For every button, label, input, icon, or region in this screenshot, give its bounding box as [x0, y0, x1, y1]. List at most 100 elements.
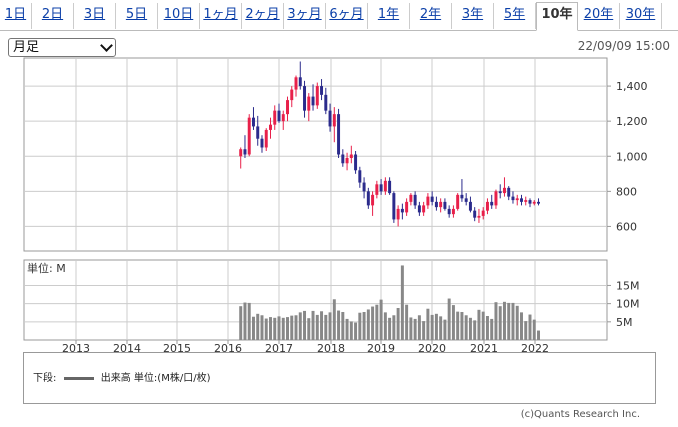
tab-label: 3ヶ月: [287, 7, 322, 22]
tab-label: 1ヶ月: [203, 7, 238, 22]
candle-body: [451, 208, 455, 215]
volume-bar: [473, 320, 477, 340]
candle-body: [286, 100, 289, 115]
volume-bar: [260, 315, 264, 340]
volume-bar: [388, 317, 392, 340]
candle-body: [396, 208, 400, 220]
volume-tick-label: 10M: [616, 298, 640, 311]
volume-bar: [409, 317, 413, 340]
volume-bar: [490, 318, 494, 340]
price-tick-label: 1,200: [616, 115, 648, 128]
candle-body: [303, 86, 307, 111]
tab-2[interactable]: 3日: [74, 3, 116, 29]
tab-14[interactable]: 20年: [578, 3, 620, 29]
candle-body: [409, 194, 413, 202]
volume-bar: [328, 312, 332, 340]
candle-body: [290, 89, 294, 101]
volume-bar: [417, 315, 421, 340]
tab-6[interactable]: 2ヶ月: [242, 3, 284, 29]
volume-bar: [434, 313, 438, 340]
volume-bar: [349, 321, 353, 340]
candle-body: [477, 215, 481, 218]
candle-body: [524, 200, 528, 202]
volume-bar: [307, 318, 311, 340]
candle-body: [494, 191, 498, 206]
candle-body: [379, 184, 383, 192]
volume-unit-label: 単位: M: [27, 261, 66, 275]
candle-body: [247, 117, 251, 155]
volume-bar: [366, 309, 370, 340]
tab-7[interactable]: 3ヶ月: [284, 3, 326, 29]
legend-box: 下段: 出来高 単位:(M株/口/枚): [23, 352, 656, 404]
candle-body: [383, 180, 387, 192]
tab-5[interactable]: 1ヶ月: [200, 3, 242, 29]
candle-body: [349, 154, 353, 159]
candle-body: [443, 201, 447, 209]
volume-bar: [502, 301, 506, 340]
period-select[interactable]: 月足: [8, 38, 116, 57]
tab-12[interactable]: 5年: [494, 3, 536, 29]
candle-body: [341, 154, 345, 164]
volume-bar: [396, 308, 400, 340]
legend-prefix: 下段:: [33, 373, 57, 384]
tab-15[interactable]: 30年: [620, 3, 662, 29]
volume-bar: [298, 312, 302, 340]
candle-body: [507, 187, 511, 197]
legend-row: 下段: 出来高 単位:(M株/口/枚): [33, 369, 210, 384]
volume-bar: [294, 315, 298, 340]
volume-bar: [337, 310, 341, 340]
volume-bar: [320, 311, 324, 340]
candle-body: [273, 110, 277, 125]
candle-body: [281, 114, 285, 122]
volume-bar: [439, 316, 443, 340]
tab-8[interactable]: 6ヶ月: [326, 3, 368, 29]
candle-body: [243, 149, 247, 155]
volume-bar: [324, 314, 328, 340]
volume-bar: [498, 306, 502, 340]
x-tick-label: 2022: [521, 342, 549, 355]
candle-body: [332, 114, 336, 127]
candle-body: [528, 200, 532, 204]
volume-bar: [447, 298, 451, 340]
tab-label: 1日: [4, 7, 27, 22]
candle-body: [422, 205, 426, 213]
volume-bar: [273, 317, 277, 340]
tab-10[interactable]: 2年: [410, 3, 452, 29]
price-panel: [23, 57, 608, 252]
candle-body: [239, 149, 243, 157]
x-tick-label: 2016: [214, 342, 242, 355]
tab-label: 2ヶ月: [245, 7, 280, 22]
candle-body: [311, 96, 315, 106]
volume-tick-label: 5M: [616, 316, 633, 329]
volume-bar: [519, 312, 523, 340]
volume-bar: [358, 312, 362, 340]
tab-4[interactable]: 10日: [158, 3, 200, 29]
tab-11[interactable]: 3年: [452, 3, 494, 29]
tab-13[interactable]: 10年: [536, 2, 578, 31]
candle-body: [307, 96, 311, 111]
tab-label: 3年: [461, 7, 484, 22]
candle-body: [294, 77, 298, 90]
tab-0[interactable]: 1日: [0, 3, 32, 29]
volume-bar: [405, 304, 409, 340]
candle-body: [485, 201, 489, 211]
volume-bar: [451, 305, 455, 340]
tab-label: 6ヶ月: [329, 7, 364, 22]
candle-body: [358, 170, 362, 183]
tab-9[interactable]: 1年: [368, 3, 410, 29]
candle-body: [324, 94, 328, 111]
x-tick-label: 2013: [62, 342, 90, 355]
volume-bar: [281, 317, 285, 340]
candle-body: [515, 198, 519, 201]
candle-body: [498, 191, 502, 194]
candle-body: [473, 210, 477, 218]
volume-bar: [383, 312, 387, 340]
tab-3[interactable]: 5日: [116, 3, 158, 29]
timestamp: 22/09/09 15:00: [577, 39, 670, 53]
volume-bar: [239, 306, 243, 340]
x-tick-label: 2017: [265, 342, 293, 355]
volume-bar: [515, 305, 519, 340]
tab-label: 3日: [83, 7, 106, 22]
tab-1[interactable]: 2日: [32, 3, 74, 29]
